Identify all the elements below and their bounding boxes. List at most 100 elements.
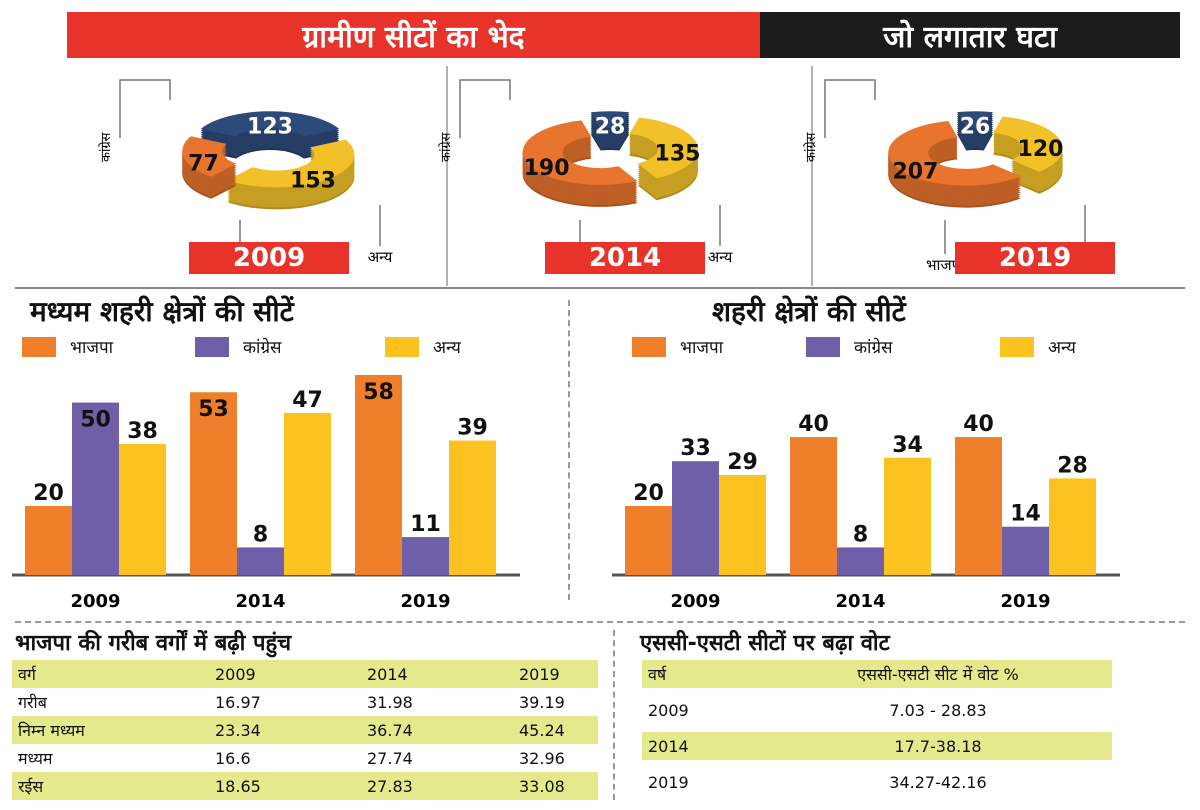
bar-2019-0 <box>355 375 402 575</box>
bar-2019-2 <box>1049 478 1096 575</box>
bar-value-label: 14 <box>1010 502 1041 527</box>
bar-2014-0 <box>790 437 837 575</box>
table-cell: 27.74 <box>367 748 413 768</box>
poor-table: वर्ग 2009 2014 2019 गरीब 16.97 31.98 39.… <box>12 660 598 800</box>
bar-value-label: 28 <box>1057 453 1088 478</box>
table-header-row: वर्ष एससी-एसटी सीट में वोट % <box>642 660 1112 688</box>
legend-label: भाजपा <box>680 338 724 358</box>
table-cell: 45.24 <box>519 720 565 740</box>
legend-swatch <box>22 336 56 357</box>
bar-value-label: 20 <box>633 481 664 506</box>
header-cell: वर्ग <box>18 665 36 684</box>
rural-subtitle: जो लगातार घटा <box>883 19 1057 55</box>
table-cell: 31.98 <box>367 692 413 712</box>
table-cell: 18.65 <box>215 776 261 796</box>
header-cell: एससी-एसटी सीट में वोट % <box>857 665 1019 684</box>
bar-2009-1 <box>72 402 119 575</box>
table-cell: मध्यम <box>18 749 53 768</box>
x-tick-label: 2014 <box>835 591 885 612</box>
table-cell: 16.97 <box>215 692 261 712</box>
legend-others: अन्य <box>385 335 461 358</box>
donut-segment-congress <box>590 111 630 129</box>
donut-segment-others <box>227 139 355 188</box>
legend-congress: कांग्रेस <box>195 335 282 358</box>
bar-value-label: 38 <box>127 419 158 444</box>
donut-label-others: अन्य <box>368 248 393 266</box>
table-row: रईस 18.65 27.83 33.08 <box>12 772 598 800</box>
bar-value-label: 8 <box>853 522 868 547</box>
urban-bar-chart: 20 33 29 2009 40 8 34 2014 40 14 28 2019 <box>612 412 1120 612</box>
table-cell: 17.7-38.18 <box>894 736 982 756</box>
bar-value-label: 8 <box>253 522 268 547</box>
donut-segment-congress <box>957 111 993 129</box>
header-cell: 2009 <box>215 664 256 684</box>
bar-value-label: 40 <box>963 412 994 437</box>
bar-2009-2 <box>719 475 766 575</box>
middle-urban-bar-chart: 20 50 38 2009 53 8 47 2014 58 11 39 2019 <box>12 375 520 612</box>
donut-value-label: 153 <box>290 169 336 194</box>
x-tick-label: 2009 <box>670 591 720 612</box>
legend-label: कांग्रेस <box>854 338 893 358</box>
urban-title: शहरी क्षेत्रों की सीटें <box>712 295 906 328</box>
middle-urban-title: मध्यम शहरी क्षेत्रों की सीटें <box>30 295 294 328</box>
table-cell: 27.83 <box>367 776 413 796</box>
donut-segment-bjp <box>182 136 237 177</box>
tables-vertical-divider <box>613 630 615 800</box>
scst-table: वर्ष एससी-एसटी सीट में वोट % 2009 7.03 -… <box>642 660 1112 804</box>
table-cell: 32.96 <box>519 748 565 768</box>
table-row: मध्यम 16.6 27.74 32.96 <box>12 744 598 772</box>
donut-value-label: 135 <box>655 141 701 166</box>
legend-bjp: भाजपा <box>632 335 723 358</box>
year-badge-2019: 2019 <box>955 242 1115 274</box>
donut-value-label: 207 <box>892 160 938 185</box>
bar-value-label: 29 <box>727 450 758 475</box>
table-cell: गरीब <box>18 693 47 712</box>
legend-swatch <box>806 336 840 357</box>
bar-value-label: 34 <box>892 433 923 458</box>
table-cell: 2019 <box>648 772 689 792</box>
year-badge-2014: 2014 <box>545 242 705 274</box>
legend-swatch <box>632 336 666 357</box>
donut-label-congress: कांग्रेस <box>98 132 114 162</box>
bar-2009-2 <box>119 443 166 575</box>
rural-donut-charts: 12315377कांग्रेसभाजपाअन्य28135190कांग्रे… <box>98 66 1098 286</box>
donut-value-label: 123 <box>247 115 293 140</box>
donut-label-congress: कांग्रेस <box>438 132 454 162</box>
bar-value-label: 50 <box>80 408 111 433</box>
legend-label: अन्य <box>1048 338 1076 358</box>
bar-2009-0 <box>625 506 672 575</box>
header-cell: 2014 <box>367 664 408 684</box>
table-row: गरीब 16.97 31.98 39.19 <box>12 688 598 716</box>
table-header-row: वर्ग 2009 2014 2019 <box>12 660 598 688</box>
table-cell: निम्न मध्यम <box>18 721 85 740</box>
rural-title-banner: ग्रामीण सीटों का भेद <box>67 12 760 58</box>
legend-bjp: भाजपा <box>22 335 113 358</box>
donut-value-label: 26 <box>960 115 991 140</box>
table-cell: 36.74 <box>367 720 413 740</box>
bar-value-label: 58 <box>363 380 394 405</box>
donut-segment-others <box>993 116 1063 172</box>
rural-title: ग्रामीण सीटों का भेद <box>302 19 525 55</box>
bar-2014-2 <box>284 412 331 575</box>
donut-value-label: 77 <box>188 151 219 176</box>
leader-line <box>119 79 171 138</box>
legend-label: कांग्रेस <box>243 338 282 358</box>
table-cell: 16.6 <box>215 748 251 768</box>
year-badge-2009: 2009 <box>189 242 349 274</box>
leader-line <box>459 79 511 138</box>
donut-label-others: अन्य <box>708 248 733 266</box>
header-cell: 2019 <box>519 664 560 684</box>
bar-value-label: 40 <box>798 412 829 437</box>
poor-table-title: भाजपा की गरीब वर्गों में बढ़ी पहुंच <box>15 631 292 656</box>
donut-segment-bjp <box>522 120 638 185</box>
x-tick-label: 2014 <box>235 591 285 612</box>
x-tick-label: 2009 <box>70 591 120 612</box>
table-cell: 33.08 <box>519 776 565 796</box>
bar-value-label: 33 <box>680 436 711 461</box>
header-cell: वर्ष <box>648 665 667 684</box>
table-cell: 34.27-42.16 <box>889 772 987 792</box>
table-cell: 7.03 - 28.83 <box>889 700 987 720</box>
x-tick-label: 2019 <box>1000 591 1050 612</box>
donut-segment-others <box>629 117 698 179</box>
